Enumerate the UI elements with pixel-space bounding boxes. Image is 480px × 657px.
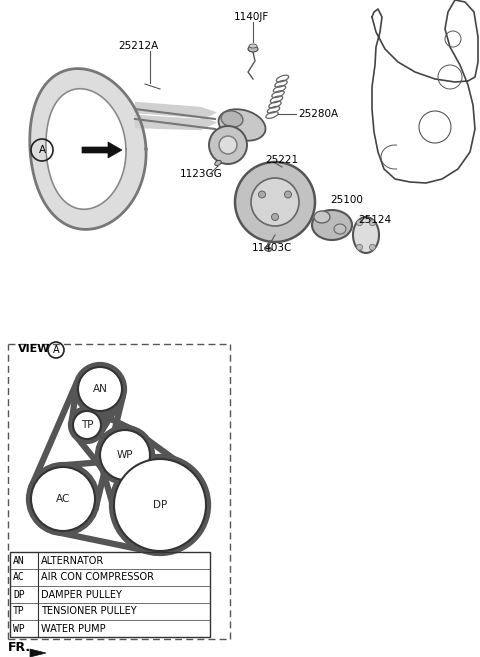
Text: 25124: 25124 (358, 215, 391, 225)
Text: DAMPER PULLEY: DAMPER PULLEY (41, 589, 122, 599)
Text: DP: DP (153, 500, 167, 510)
Polygon shape (82, 142, 122, 158)
Ellipse shape (249, 44, 257, 48)
Text: WP: WP (117, 450, 133, 460)
Text: 25212A: 25212A (118, 41, 158, 51)
Text: 25280A: 25280A (298, 109, 338, 119)
Text: 1140JF: 1140JF (234, 12, 269, 22)
Text: 1123GG: 1123GG (180, 169, 223, 179)
Circle shape (285, 191, 291, 198)
Ellipse shape (314, 211, 330, 223)
Bar (10, 552, 210, 637)
Text: TENSIONER PULLEY: TENSIONER PULLEY (41, 606, 137, 616)
Circle shape (219, 136, 237, 154)
Ellipse shape (248, 46, 258, 52)
Circle shape (114, 459, 206, 551)
Ellipse shape (264, 246, 271, 252)
Ellipse shape (334, 224, 346, 234)
Text: WATER PUMP: WATER PUMP (41, 623, 106, 633)
Circle shape (251, 178, 299, 226)
Circle shape (73, 411, 101, 439)
Ellipse shape (218, 109, 265, 141)
Text: AIR CON COMPRESSOR: AIR CON COMPRESSOR (41, 572, 154, 583)
Ellipse shape (221, 111, 243, 127)
Text: A: A (38, 145, 46, 155)
Circle shape (209, 126, 247, 164)
Text: WP: WP (13, 623, 25, 633)
Text: ALTERNATOR: ALTERNATOR (41, 556, 104, 566)
Text: AN: AN (93, 384, 108, 394)
Polygon shape (30, 68, 146, 229)
Circle shape (78, 367, 122, 411)
Text: VIEW: VIEW (18, 344, 50, 354)
Text: 25100: 25100 (330, 195, 363, 205)
Polygon shape (30, 649, 46, 657)
Text: AC: AC (13, 572, 25, 583)
Text: FR.: FR. (8, 641, 31, 654)
Circle shape (357, 244, 362, 250)
Circle shape (100, 430, 150, 480)
Ellipse shape (312, 210, 352, 240)
Text: TP: TP (81, 420, 93, 430)
Ellipse shape (215, 160, 221, 166)
Circle shape (272, 214, 278, 221)
Circle shape (357, 219, 362, 226)
Text: DP: DP (13, 589, 25, 599)
Text: A: A (53, 345, 60, 355)
Circle shape (370, 244, 375, 250)
Ellipse shape (353, 217, 379, 253)
Polygon shape (46, 89, 126, 210)
Circle shape (31, 467, 95, 531)
Text: AC: AC (56, 494, 70, 504)
Circle shape (259, 191, 265, 198)
Text: 25221: 25221 (265, 155, 298, 165)
Text: 11403C: 11403C (252, 243, 292, 253)
Circle shape (370, 219, 375, 226)
Text: TP: TP (13, 606, 25, 616)
Circle shape (235, 162, 315, 242)
Text: AN: AN (13, 556, 25, 566)
